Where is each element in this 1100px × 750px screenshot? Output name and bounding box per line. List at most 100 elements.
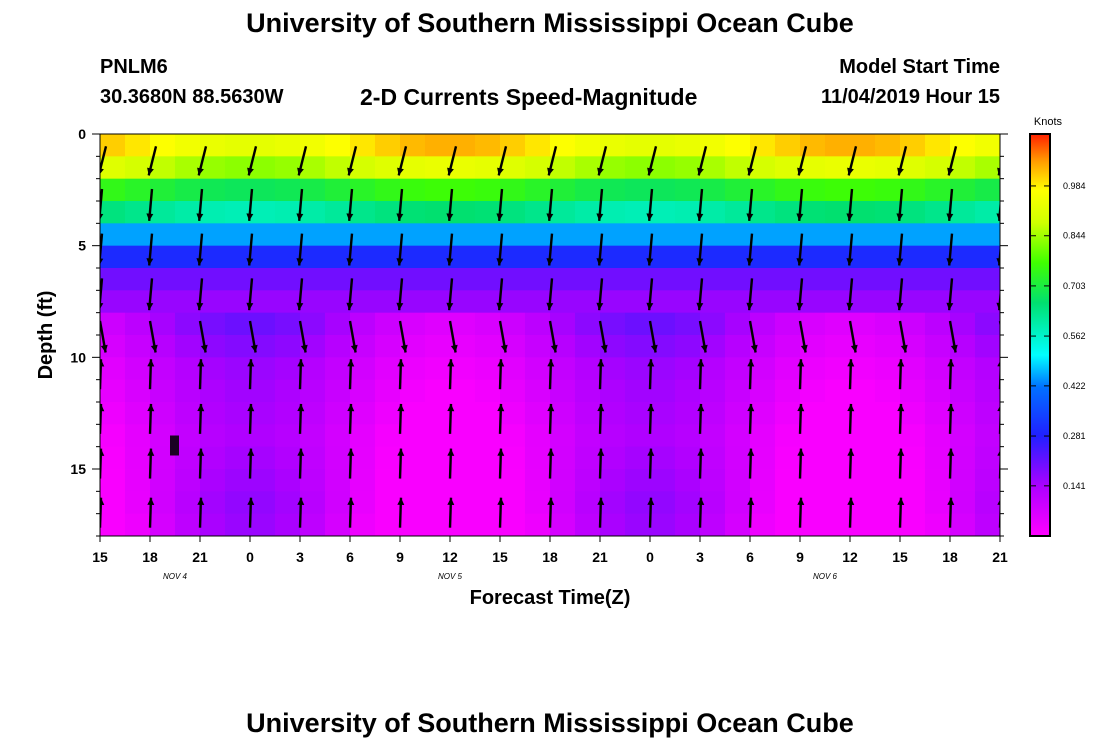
heatmap-cell (700, 513, 726, 536)
heatmap-cell (800, 290, 826, 314)
heatmap-cell (225, 156, 251, 180)
heatmap-cell (675, 223, 701, 247)
heatmap-cell (325, 379, 351, 403)
colorbar-label: Knots (1034, 116, 1063, 128)
x-tick-label: 0 (246, 549, 254, 565)
heatmap-cell (575, 513, 601, 536)
heatmap-cell (825, 178, 851, 202)
heatmap-cell (125, 469, 151, 492)
heatmap-cell (800, 245, 826, 269)
heatmap-cell (500, 424, 526, 448)
heatmap-cell (275, 201, 301, 224)
heatmap-cell (350, 156, 376, 180)
current-arrow-head (546, 258, 554, 266)
heatmap-cell (775, 469, 801, 492)
heatmap-cell (750, 469, 776, 492)
heatmap-cell (425, 178, 451, 202)
current-arrow-head (197, 497, 205, 505)
x-tick-label: 15 (92, 549, 108, 565)
current-arrow-head (746, 302, 754, 311)
heatmap-cell (750, 379, 776, 403)
heatmap-cell (475, 290, 501, 314)
current-arrow-head (247, 403, 255, 412)
page-title: University of Southern Mississippi Ocean… (246, 8, 854, 38)
heatmap-cell (750, 402, 776, 425)
heatmap-cell (300, 245, 326, 269)
heatmap-cell (375, 357, 401, 381)
current-arrow-head (546, 302, 554, 311)
heatmap-cell (600, 402, 626, 425)
heatmap-cell (700, 491, 726, 515)
current-arrow-head (847, 403, 855, 412)
heatmap-cell (625, 491, 651, 515)
heatmap-cell (250, 156, 276, 180)
heatmap-cell (975, 245, 1000, 269)
colorbar-tick-label: 0.984 (1063, 181, 1086, 191)
current-arrow-head (897, 497, 905, 505)
heatmap-cell (375, 469, 401, 492)
heatmap-cell (800, 379, 826, 403)
heatmap-cell (625, 268, 651, 291)
current-arrow-head (697, 167, 704, 176)
heatmap-cell (400, 268, 426, 291)
current-arrow-head (846, 302, 854, 311)
heatmap-cell (925, 156, 951, 180)
heatmap-cell (500, 402, 526, 425)
heatmap-cell (475, 312, 501, 336)
heatmap-cell (475, 469, 501, 492)
heatmap-cell (700, 446, 726, 470)
heatmap-cell (200, 402, 226, 425)
date-label: NOV 4 (163, 572, 188, 581)
heatmap-cell (375, 290, 401, 314)
current-arrow-head (700, 344, 708, 353)
heatmap-cell (550, 513, 576, 536)
heatmap-cell (150, 178, 176, 202)
colorbar-tick-label: 0.422 (1063, 381, 1086, 391)
current-arrow-head (496, 302, 504, 311)
heatmap-cell (250, 312, 276, 336)
heatmap-cell (375, 491, 401, 515)
heatmap-cell (875, 201, 901, 224)
current-arrow-head (346, 258, 354, 266)
current-arrow-head (547, 403, 555, 412)
current-arrow-head (946, 213, 954, 221)
heatmap-cell (825, 424, 851, 448)
heatmap-cell (525, 268, 551, 291)
current-arrow-head (497, 167, 504, 176)
current-arrow-head (396, 258, 404, 266)
heatmap-cell (150, 223, 176, 247)
heatmap-cell (900, 491, 926, 515)
heatmap-cell (850, 312, 876, 336)
heatmap-cell (650, 469, 676, 492)
heatmap-cell (550, 134, 576, 157)
heatmap-cell (175, 446, 201, 470)
heatmap-cell (475, 357, 501, 381)
heatmap-cell (975, 379, 1000, 403)
current-arrow-head (297, 359, 305, 367)
heatmap-cell (750, 223, 776, 247)
current-arrow-head (197, 359, 205, 367)
current-arrow-head (647, 448, 655, 456)
current-arrow-head (696, 302, 704, 311)
heatmap-cell (325, 290, 351, 314)
heatmap-cell (125, 268, 151, 291)
heatmap-cell (400, 446, 426, 470)
heatmap-cell (750, 491, 776, 515)
current-arrow-head (997, 499, 1000, 505)
current-arrow-head (197, 403, 205, 412)
current-arrow-head (997, 361, 1000, 367)
heatmap-cell (275, 491, 301, 515)
heatmap-cell (550, 469, 576, 492)
heatmap-cell (200, 357, 226, 381)
current-arrow-head (450, 344, 458, 353)
heatmap-cell (300, 178, 326, 202)
heatmap-cell (700, 379, 726, 403)
current-arrow-head (696, 213, 704, 221)
heatmap-cell (775, 156, 801, 180)
heatmap-cell (275, 290, 301, 314)
current-arrow-head (947, 448, 955, 456)
heatmap-cell (475, 335, 501, 358)
heatmap-cell (625, 335, 651, 358)
heatmap-cell (975, 156, 1000, 180)
heatmap-cell (975, 201, 1000, 224)
